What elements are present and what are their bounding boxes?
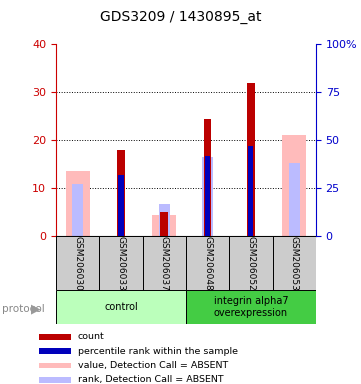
Text: count: count <box>78 332 105 341</box>
Bar <box>66 171 90 236</box>
Bar <box>152 215 176 236</box>
Bar <box>39 334 71 340</box>
Bar <box>204 119 212 236</box>
Text: rank, Detection Call = ABSENT: rank, Detection Call = ABSENT <box>78 376 223 384</box>
Bar <box>39 362 71 369</box>
Bar <box>247 83 255 236</box>
Bar <box>160 212 168 236</box>
Bar <box>117 150 125 236</box>
Text: GSM206037: GSM206037 <box>160 236 169 290</box>
Text: percentile rank within the sample: percentile rank within the sample <box>78 347 238 356</box>
Bar <box>99 236 143 290</box>
Bar <box>273 236 316 290</box>
Bar <box>202 157 213 236</box>
Bar <box>118 175 123 236</box>
Bar <box>205 156 210 236</box>
Bar <box>186 236 229 290</box>
Bar <box>229 236 273 290</box>
Bar <box>248 146 253 236</box>
Text: GSM206030: GSM206030 <box>73 236 82 290</box>
Bar <box>56 290 186 324</box>
Bar <box>39 348 71 354</box>
Text: GSM206033: GSM206033 <box>117 236 125 290</box>
Bar <box>39 377 71 383</box>
Bar <box>72 184 83 236</box>
Bar <box>143 236 186 290</box>
Text: control: control <box>104 302 138 312</box>
Text: GSM206048: GSM206048 <box>203 236 212 290</box>
Bar <box>289 163 300 236</box>
Text: integrin alpha7
overexpression: integrin alpha7 overexpression <box>214 296 288 318</box>
Bar <box>56 236 99 290</box>
Text: GDS3209 / 1430895_at: GDS3209 / 1430895_at <box>100 10 261 23</box>
Text: ▶: ▶ <box>31 303 40 316</box>
Bar <box>159 204 170 236</box>
Bar <box>186 290 316 324</box>
Bar <box>282 136 306 236</box>
Text: protocol: protocol <box>2 304 44 314</box>
Text: GSM206053: GSM206053 <box>290 236 299 290</box>
Text: value, Detection Call = ABSENT: value, Detection Call = ABSENT <box>78 361 228 370</box>
Text: GSM206052: GSM206052 <box>247 236 255 290</box>
